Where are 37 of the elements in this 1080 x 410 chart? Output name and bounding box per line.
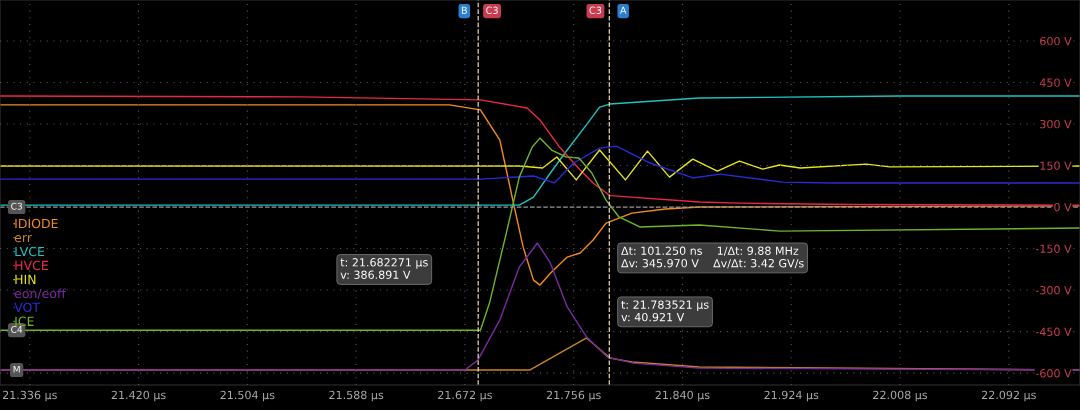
annotation: B bbox=[461, 6, 467, 14]
x-tick-label: 21.504 µs bbox=[220, 390, 275, 402]
annotation: A bbox=[619, 6, 627, 14]
x-tick-label: 22.008 µs bbox=[873, 390, 928, 402]
x-tick-label: 21.588 µs bbox=[329, 390, 384, 402]
x-tick-label: 21.924 µs bbox=[764, 390, 819, 402]
y-tick-label: -450 V bbox=[1035, 327, 1072, 336]
legend-label: err bbox=[14, 235, 32, 243]
x-tick-label: 21.756 µs bbox=[546, 390, 601, 402]
x-tick-label: 21.672 µs bbox=[438, 390, 492, 402]
annotation: C3 bbox=[589, 6, 602, 14]
y-tick-label: 0 V bbox=[1054, 203, 1072, 212]
y-tick-label: 150 V bbox=[1040, 161, 1072, 170]
y-tick-label: -600 V bbox=[1035, 369, 1072, 378]
annotation: Δt: 101.250 ns 1/Δt: 9.88 MHz Δv: 345.970 V Δv/Δt: 3.42 GV/s bbox=[621, 246, 804, 269]
x-tick-label: 21.336 µs bbox=[2, 390, 57, 402]
legend-label: HIN bbox=[15, 274, 36, 284]
legend-label: HVCE bbox=[15, 260, 48, 271]
annotation: C4 bbox=[11, 325, 23, 333]
annotation: t: 21.682271 µs v: 386.891 V bbox=[340, 258, 428, 279]
y-tick-label: 450 V bbox=[1039, 78, 1072, 87]
y-tick-label: 600 V bbox=[1040, 36, 1072, 46]
x-tick-label: 21.840 µs bbox=[655, 390, 710, 402]
annotation: C3 bbox=[486, 6, 498, 14]
y-tick-label: 300 V bbox=[1040, 119, 1072, 129]
legend-label: ICE bbox=[15, 316, 34, 327]
legend-label: eon/eoff bbox=[14, 288, 66, 300]
y-tick-label: -300 V bbox=[1035, 286, 1072, 295]
legend-label: IDIODE bbox=[15, 218, 58, 229]
x-tick-label: 22.092 µs bbox=[981, 390, 1036, 402]
annotation: C3 bbox=[11, 202, 22, 210]
legend-label: VOT bbox=[14, 302, 40, 313]
x-tick-label: 21.420 µs bbox=[111, 390, 166, 402]
y-tick-label: -150 V bbox=[1035, 244, 1072, 253]
annotation: M bbox=[13, 365, 20, 373]
annotation: t: 21.783521 µs v: 40.921 V bbox=[621, 300, 709, 322]
legend-label: LVCE bbox=[15, 246, 45, 257]
